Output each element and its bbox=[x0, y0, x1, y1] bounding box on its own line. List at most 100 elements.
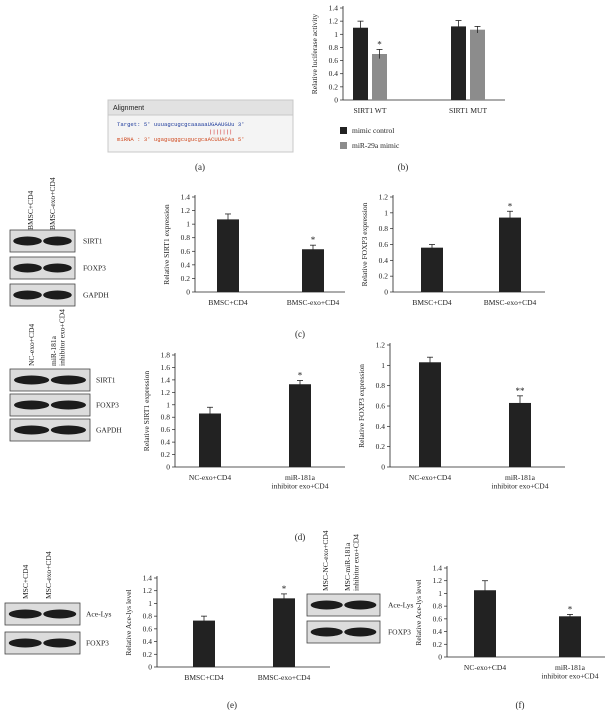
y-tick-label: 0.6 bbox=[161, 425, 171, 434]
y-tick-label: 1.2 bbox=[379, 193, 389, 202]
band-label: FOXP3 bbox=[83, 264, 106, 273]
bar bbox=[421, 247, 443, 292]
y-tick-label: 0 bbox=[381, 463, 385, 472]
panel-label: (f) bbox=[516, 700, 525, 710]
y-tick-label: 0 bbox=[438, 653, 442, 662]
bar bbox=[499, 217, 521, 292]
legend-swatch bbox=[340, 142, 347, 149]
y-tick-label: 0.8 bbox=[329, 43, 339, 52]
blot-band bbox=[50, 375, 86, 385]
lane-label: MSC-NC-exo+CD4 bbox=[321, 530, 330, 591]
significance-mark: * bbox=[377, 39, 382, 49]
y-axis-label: Relative SIRT1 expression bbox=[162, 204, 171, 285]
y-tick-label: 0.2 bbox=[376, 442, 386, 451]
band-label: GAPDH bbox=[83, 291, 109, 300]
blot-frame bbox=[306, 593, 381, 617]
x-tick-label: BMSC-exo+CD4 bbox=[287, 298, 340, 307]
y-tick-label: 1.4 bbox=[161, 375, 171, 384]
y-tick-label: 1.4 bbox=[433, 564, 443, 573]
y-tick-label: 1 bbox=[166, 400, 170, 409]
y-tick-label: 0.4 bbox=[181, 260, 191, 269]
y-tick-label: 1.8 bbox=[161, 351, 171, 360]
blot-band bbox=[13, 263, 42, 273]
blot-band bbox=[344, 627, 377, 637]
significance-mark: ** bbox=[516, 386, 526, 396]
band-label: FOXP3 bbox=[388, 628, 411, 637]
y-tick-label: 0.2 bbox=[329, 82, 339, 91]
alignment-header bbox=[107, 99, 294, 116]
blot-band bbox=[43, 236, 72, 246]
panel-label: (c) bbox=[295, 329, 305, 339]
blot-frame bbox=[9, 256, 76, 280]
y-tick-label: 0.2 bbox=[181, 274, 191, 283]
y-tick-label: 0.4 bbox=[433, 627, 443, 636]
x-tick-label: BMSC+CD4 bbox=[184, 673, 223, 682]
y-tick-label: 1.4 bbox=[181, 193, 191, 202]
blot-band bbox=[13, 290, 42, 300]
y-tick-label: 1 bbox=[438, 589, 442, 598]
blot-frame bbox=[9, 393, 91, 417]
y-tick-label: 0.8 bbox=[379, 224, 389, 233]
blot-frame bbox=[4, 602, 81, 626]
x-tick-label: NC-exo+CD4 bbox=[189, 473, 231, 482]
y-tick-label: 0.4 bbox=[143, 637, 153, 646]
legend-label: mimic control bbox=[352, 126, 394, 135]
x-tick-label: BMSC+CD4 bbox=[412, 298, 451, 307]
alignment-title: Alignment bbox=[113, 105, 144, 112]
blot-band bbox=[43, 609, 77, 619]
y-tick-label: 0.2 bbox=[143, 650, 153, 659]
x-tick-label: SIRT1 WT bbox=[354, 106, 387, 115]
blot-band bbox=[43, 263, 72, 273]
lane-label: MSC+CD4 bbox=[21, 565, 30, 599]
y-tick-label: 0.6 bbox=[376, 402, 386, 411]
y-axis-label: Relative FOXP3 expression bbox=[360, 202, 369, 286]
alignment-pairs: ||||||| bbox=[209, 129, 233, 136]
blot-frame bbox=[9, 283, 76, 307]
y-tick-label: 0.2 bbox=[433, 640, 443, 649]
y-tick-label: 1.2 bbox=[433, 576, 443, 585]
bar bbox=[199, 413, 221, 467]
lane-label: miR-181ainhibitor exo+CD4 bbox=[49, 309, 67, 366]
y-tick-label: 1 bbox=[334, 30, 338, 39]
y-tick-label: 1 bbox=[381, 361, 385, 370]
blot-band bbox=[8, 638, 42, 648]
band-label: FOXP3 bbox=[96, 401, 119, 410]
significance-mark: * bbox=[508, 201, 513, 211]
y-tick-label: 1.2 bbox=[181, 206, 191, 215]
bar bbox=[509, 402, 531, 467]
bar bbox=[302, 249, 324, 292]
lane-label: BMSC-exo+CD4 bbox=[48, 177, 57, 230]
blot-frame bbox=[9, 368, 91, 392]
y-tick-label: 0.6 bbox=[143, 624, 153, 633]
band-label: GAPDH bbox=[96, 426, 122, 435]
y-tick-label: 1.6 bbox=[161, 363, 171, 372]
lane-label: BMSC+CD4 bbox=[26, 191, 35, 230]
y-tick-label: 0 bbox=[384, 288, 388, 297]
y-axis-label: Relative luciferase activity bbox=[310, 14, 319, 95]
blot-band bbox=[50, 400, 86, 410]
blot-frame bbox=[9, 229, 76, 253]
legend-swatch bbox=[340, 127, 347, 134]
y-tick-label: 1 bbox=[186, 220, 190, 229]
x-tick-label: BMSC-exo+CD4 bbox=[258, 673, 311, 682]
blot-band bbox=[14, 400, 50, 410]
y-tick-label: 0.6 bbox=[181, 247, 191, 256]
significance-mark: * bbox=[311, 235, 316, 245]
x-tick-label: miR-181a inhibitor exo+CD4 bbox=[542, 663, 599, 681]
blot-band bbox=[344, 600, 377, 610]
significance-mark: * bbox=[298, 371, 303, 381]
x-tick-label: miR-181a inhibitor exo+CD4 bbox=[492, 473, 549, 491]
bar bbox=[289, 384, 311, 467]
bar bbox=[193, 620, 215, 667]
blot-band bbox=[8, 609, 42, 619]
bar bbox=[372, 54, 387, 100]
x-tick-label: BMSC-exo+CD4 bbox=[484, 298, 537, 307]
alignment-target: Target: 5' uuuagcugcgcaaaaaUGAAUGUu 3' bbox=[117, 121, 245, 128]
blot-band bbox=[14, 425, 50, 435]
panel-label: (e) bbox=[227, 700, 237, 710]
lane-label: NC-exo+CD4 bbox=[27, 324, 36, 366]
blot-band bbox=[13, 236, 42, 246]
bar bbox=[559, 616, 581, 657]
band-label: SIRT1 bbox=[96, 376, 116, 385]
